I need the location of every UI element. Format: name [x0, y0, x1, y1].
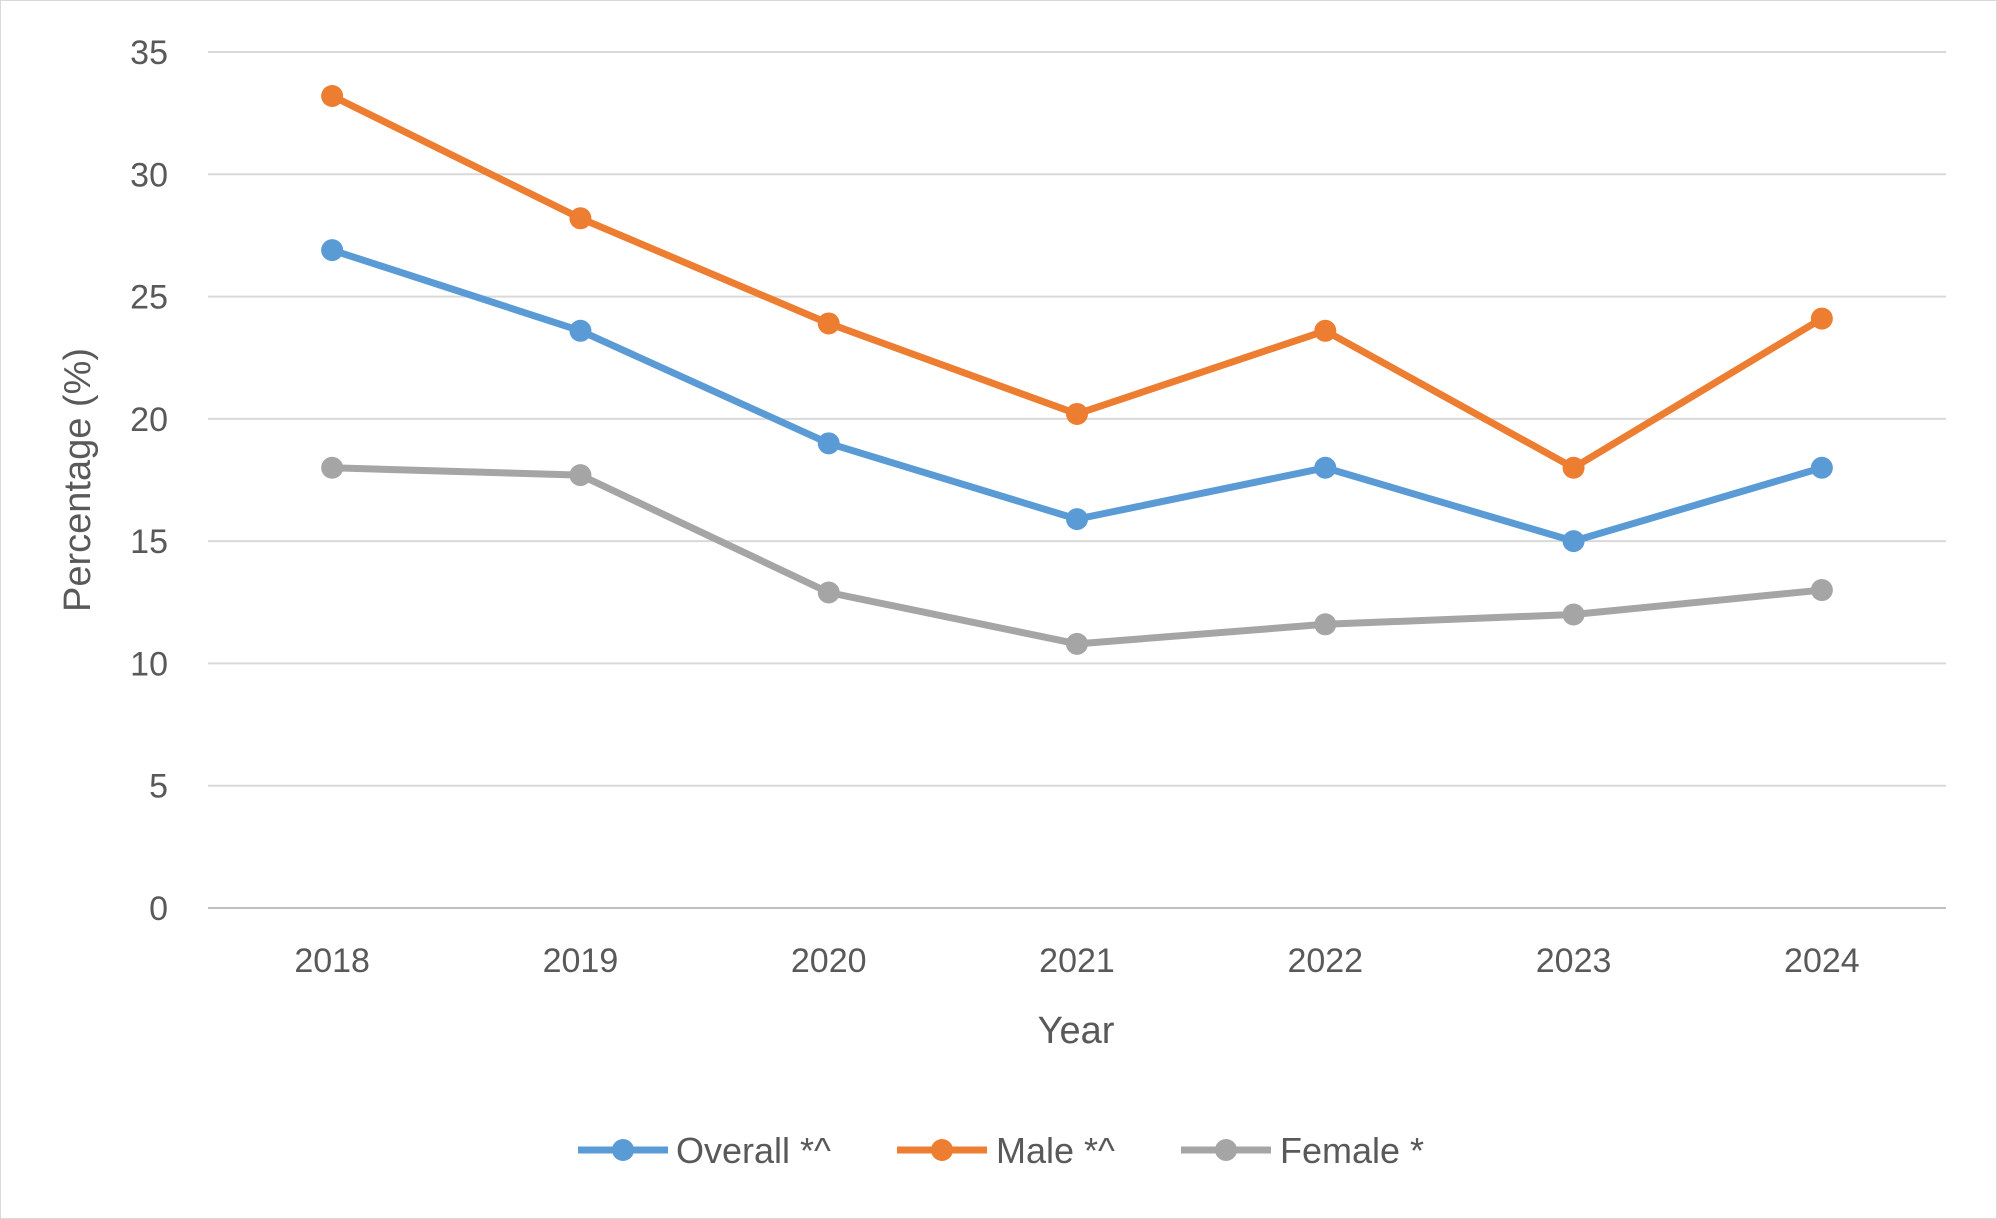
data-point [1562, 530, 1585, 553]
legend-label: Female * [1280, 1130, 1424, 1171]
x-tick-label: 2021 [1039, 942, 1115, 980]
legend-item: Female * [1181, 1130, 1424, 1171]
y-tick-label: 0 [149, 890, 168, 928]
data-point [1314, 456, 1337, 479]
data-point [1066, 402, 1088, 425]
x-tick-label: 2023 [1536, 942, 1612, 980]
data-point [817, 581, 840, 604]
series-2 [321, 85, 1833, 479]
series-line [328, 464, 1826, 648]
data-point [321, 456, 344, 479]
data-point [1810, 456, 1833, 479]
data-point [569, 319, 592, 342]
x-axis-title: Year [1038, 1010, 1115, 1052]
x-tick-label: 2018 [294, 942, 370, 980]
x-tick-label: 2024 [1784, 942, 1860, 980]
data-point [1810, 579, 1833, 602]
x-tick-label: 2019 [543, 942, 619, 980]
legend-marker [931, 1139, 953, 1161]
legend-label: Male *^ [996, 1130, 1115, 1171]
legend-marker [1215, 1139, 1237, 1161]
legend: Overall *^ Male *^ Female * [578, 1130, 1424, 1171]
x-tick-label: 2020 [791, 942, 867, 980]
data-point [321, 239, 344, 262]
data-point [1314, 613, 1337, 636]
y-tick-labels: 0 5 10 15 20 25 30 35 [130, 34, 168, 928]
series-1 [321, 239, 1833, 553]
data-point [569, 207, 592, 230]
y-tick-label: 20 [130, 401, 168, 439]
y-tick-label: 35 [130, 34, 168, 72]
series-lines [321, 85, 1833, 655]
data-point [817, 312, 840, 335]
data-point [1810, 307, 1833, 330]
series-3 [321, 456, 1833, 655]
gridlines [208, 51, 1946, 909]
legend-item: Male *^ [897, 1130, 1115, 1171]
data-point [1562, 603, 1585, 626]
legend-item: Overall *^ [578, 1130, 831, 1171]
y-axis-title: Percentage (%) [57, 348, 99, 612]
data-point [1314, 319, 1337, 342]
data-point [569, 464, 592, 487]
legend-label: Overall *^ [676, 1130, 831, 1171]
y-tick-label: 30 [130, 156, 168, 194]
x-tick-label: 2022 [1287, 942, 1363, 980]
y-tick-label: 15 [130, 523, 168, 561]
y-tick-label: 25 [130, 279, 168, 317]
legend-marker [612, 1139, 634, 1161]
y-tick-label: 10 [130, 645, 168, 683]
data-point [817, 432, 840, 455]
x-tick-labels: 2018 2019 2020 2021 2022 2023 2024 [294, 942, 1859, 980]
data-point [1562, 456, 1585, 479]
data-point [1066, 632, 1088, 655]
series-line [328, 246, 1826, 545]
data-point [321, 85, 344, 108]
y-tick-label: 5 [149, 768, 168, 806]
data-point [1066, 508, 1088, 531]
